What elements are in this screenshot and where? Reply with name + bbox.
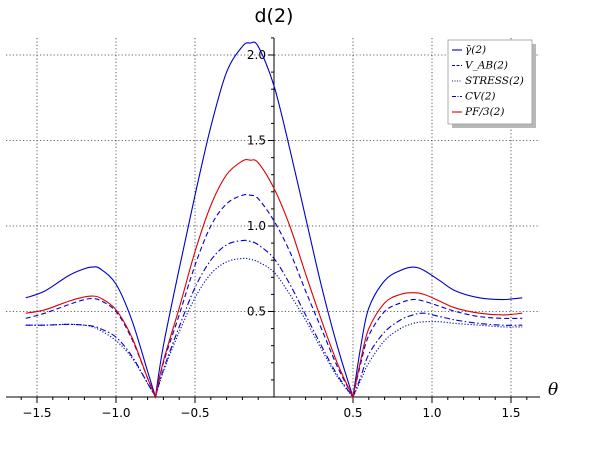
legend-label: STRESS(2)	[465, 75, 524, 87]
x-tick-label: −0.5	[180, 406, 209, 420]
y-tick-label: 1.0	[247, 219, 266, 233]
legend-label: CV(2)	[465, 91, 496, 103]
x-tick-label: −1.5	[22, 406, 51, 420]
series	[25, 41, 523, 399]
series-line-5	[25, 159, 523, 399]
y-tick-label: 0.5	[247, 305, 266, 319]
series-line-4	[25, 239, 523, 399]
legend-label: V_AB(2)	[465, 60, 508, 72]
series-line-3	[25, 257, 523, 399]
x-tick-label: 1.5	[501, 406, 520, 420]
legend-label: PF/3(2)	[464, 106, 504, 118]
y-tick-label: 2.0	[247, 48, 266, 62]
chart-title: d(2)	[255, 5, 294, 27]
axes	[6, 38, 540, 398]
series-line-2	[25, 193, 523, 399]
x-tick-label: −1.0	[101, 406, 130, 420]
legend-label: γ̄(2)	[465, 44, 486, 56]
grid	[6, 38, 540, 397]
y-tick-label: 1.5	[247, 134, 266, 148]
series-line-1	[25, 41, 523, 398]
x-tick-label: 0.5	[343, 406, 362, 420]
legend-box	[447, 39, 533, 125]
ticks: −1.5 −1.0 −0.5 0.5 1.0 1.5 0.5 1.0 1.5 2.0	[20, 37, 528, 420]
x-tick-label: 1.0	[422, 406, 441, 420]
x-axis-label: θ	[548, 380, 558, 400]
legend: γ̄(2) V_AB(2) STRESS(2) CV(2) PF/3(2)	[447, 39, 536, 128]
